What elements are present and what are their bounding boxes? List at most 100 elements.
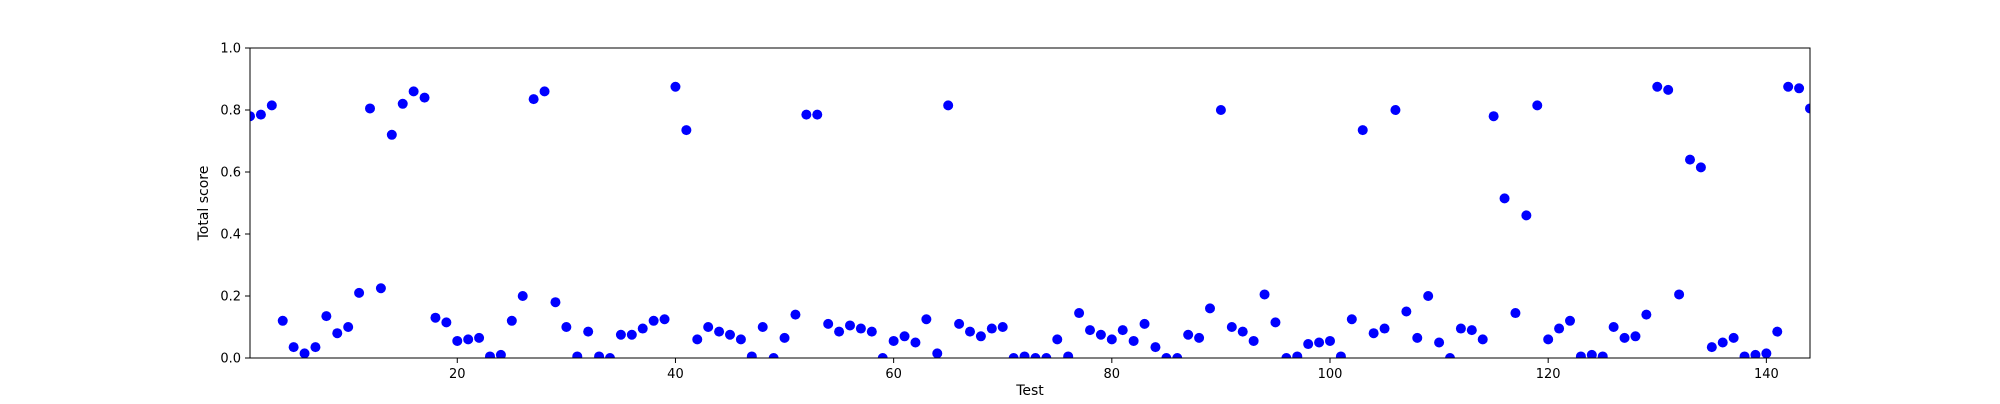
data-point <box>1608 322 1619 332</box>
data-point <box>1205 303 1215 314</box>
data-point <box>1335 351 1346 358</box>
data-point <box>1041 353 1052 358</box>
data-point <box>790 309 801 320</box>
data-point <box>1303 339 1314 350</box>
data-point <box>834 326 845 337</box>
data-point <box>1543 334 1554 345</box>
data-point <box>288 342 299 353</box>
data-point <box>386 129 397 140</box>
axes: 20 40 60 80 100 120 140 0.0 0.2 0.4 0.6 0.8 1.0 <box>220 42 1811 382</box>
data-point <box>648 315 659 326</box>
data-point <box>343 322 354 332</box>
data-point <box>452 335 463 346</box>
data-point <box>310 342 321 353</box>
data-point <box>1750 349 1761 358</box>
data-point <box>1575 351 1586 358</box>
data-point <box>1477 334 1488 345</box>
data-point <box>866 326 877 337</box>
data-point <box>910 337 921 348</box>
data-point <box>441 317 452 328</box>
data-point <box>1445 353 1455 358</box>
data-point <box>1095 329 1106 340</box>
data-point <box>1259 289 1270 300</box>
data-point <box>517 291 528 301</box>
data-point <box>1597 351 1608 358</box>
data-point <box>1248 335 1259 346</box>
data-point <box>801 109 812 120</box>
data-point <box>845 320 855 331</box>
data-point <box>1215 105 1226 115</box>
data-point <box>997 322 1008 332</box>
data-point <box>605 353 615 358</box>
data-point <box>975 331 986 342</box>
data-point <box>365 103 375 114</box>
x-tick-label: 100 <box>1318 367 1343 382</box>
data-point <box>626 329 637 340</box>
data-point <box>1161 353 1172 358</box>
data-point <box>1466 325 1477 336</box>
data-point <box>692 334 703 345</box>
data-point <box>986 323 997 334</box>
data-point <box>725 329 735 340</box>
data-point <box>528 94 539 105</box>
data-point <box>637 323 648 334</box>
data-point <box>1325 335 1335 346</box>
data-point <box>375 283 386 294</box>
data-point <box>1783 81 1794 92</box>
data-point <box>1772 326 1783 337</box>
data-point <box>561 322 572 332</box>
x-tick-label: 40 <box>667 367 684 382</box>
data-point <box>954 318 965 329</box>
data-point <box>266 100 277 111</box>
data-point <box>877 353 888 358</box>
data-point <box>485 351 495 358</box>
data-point <box>1586 349 1597 358</box>
data-point <box>1663 84 1674 95</box>
data-point <box>583 326 594 337</box>
data-point <box>1074 308 1085 319</box>
data-point <box>1270 317 1281 328</box>
data-point <box>1390 105 1401 115</box>
data-point <box>277 315 288 326</box>
data-point <box>1379 323 1390 334</box>
data-point <box>1117 325 1128 336</box>
y-tick-label: 0.6 <box>220 166 241 181</box>
data-point <box>1063 351 1074 358</box>
data-point <box>1194 332 1205 343</box>
data-point <box>1532 100 1543 111</box>
data-point <box>1805 103 1810 114</box>
y-tick-label: 0.4 <box>220 228 241 243</box>
data-point <box>1139 318 1150 329</box>
data-point <box>735 334 746 345</box>
data-point <box>419 92 430 103</box>
data-point <box>1674 289 1685 300</box>
data-point <box>397 98 408 109</box>
x-axis-label: Test <box>1015 383 1044 399</box>
data-point <box>506 315 517 326</box>
data-point <box>1685 154 1695 165</box>
data-point <box>354 287 365 298</box>
data-point <box>594 351 605 358</box>
data-point <box>1499 193 1510 204</box>
data-point <box>1085 325 1095 336</box>
data-point <box>1652 81 1663 92</box>
data-point <box>1794 83 1805 94</box>
data-point <box>572 351 583 358</box>
data-point <box>855 323 866 334</box>
data-point <box>1292 351 1303 358</box>
data-point <box>1641 309 1652 320</box>
data-point <box>1226 322 1237 332</box>
data-point <box>943 100 954 111</box>
data-point <box>1761 348 1772 358</box>
y-axis-label: Total score <box>196 166 212 242</box>
data-point <box>932 348 943 358</box>
data-point <box>1401 306 1412 317</box>
data-point <box>1521 210 1532 221</box>
data-point <box>899 331 910 342</box>
data-point <box>1565 315 1575 326</box>
data-point <box>1412 332 1423 343</box>
data-point <box>1346 314 1357 325</box>
data-point <box>779 332 790 343</box>
data-point <box>1237 326 1248 337</box>
